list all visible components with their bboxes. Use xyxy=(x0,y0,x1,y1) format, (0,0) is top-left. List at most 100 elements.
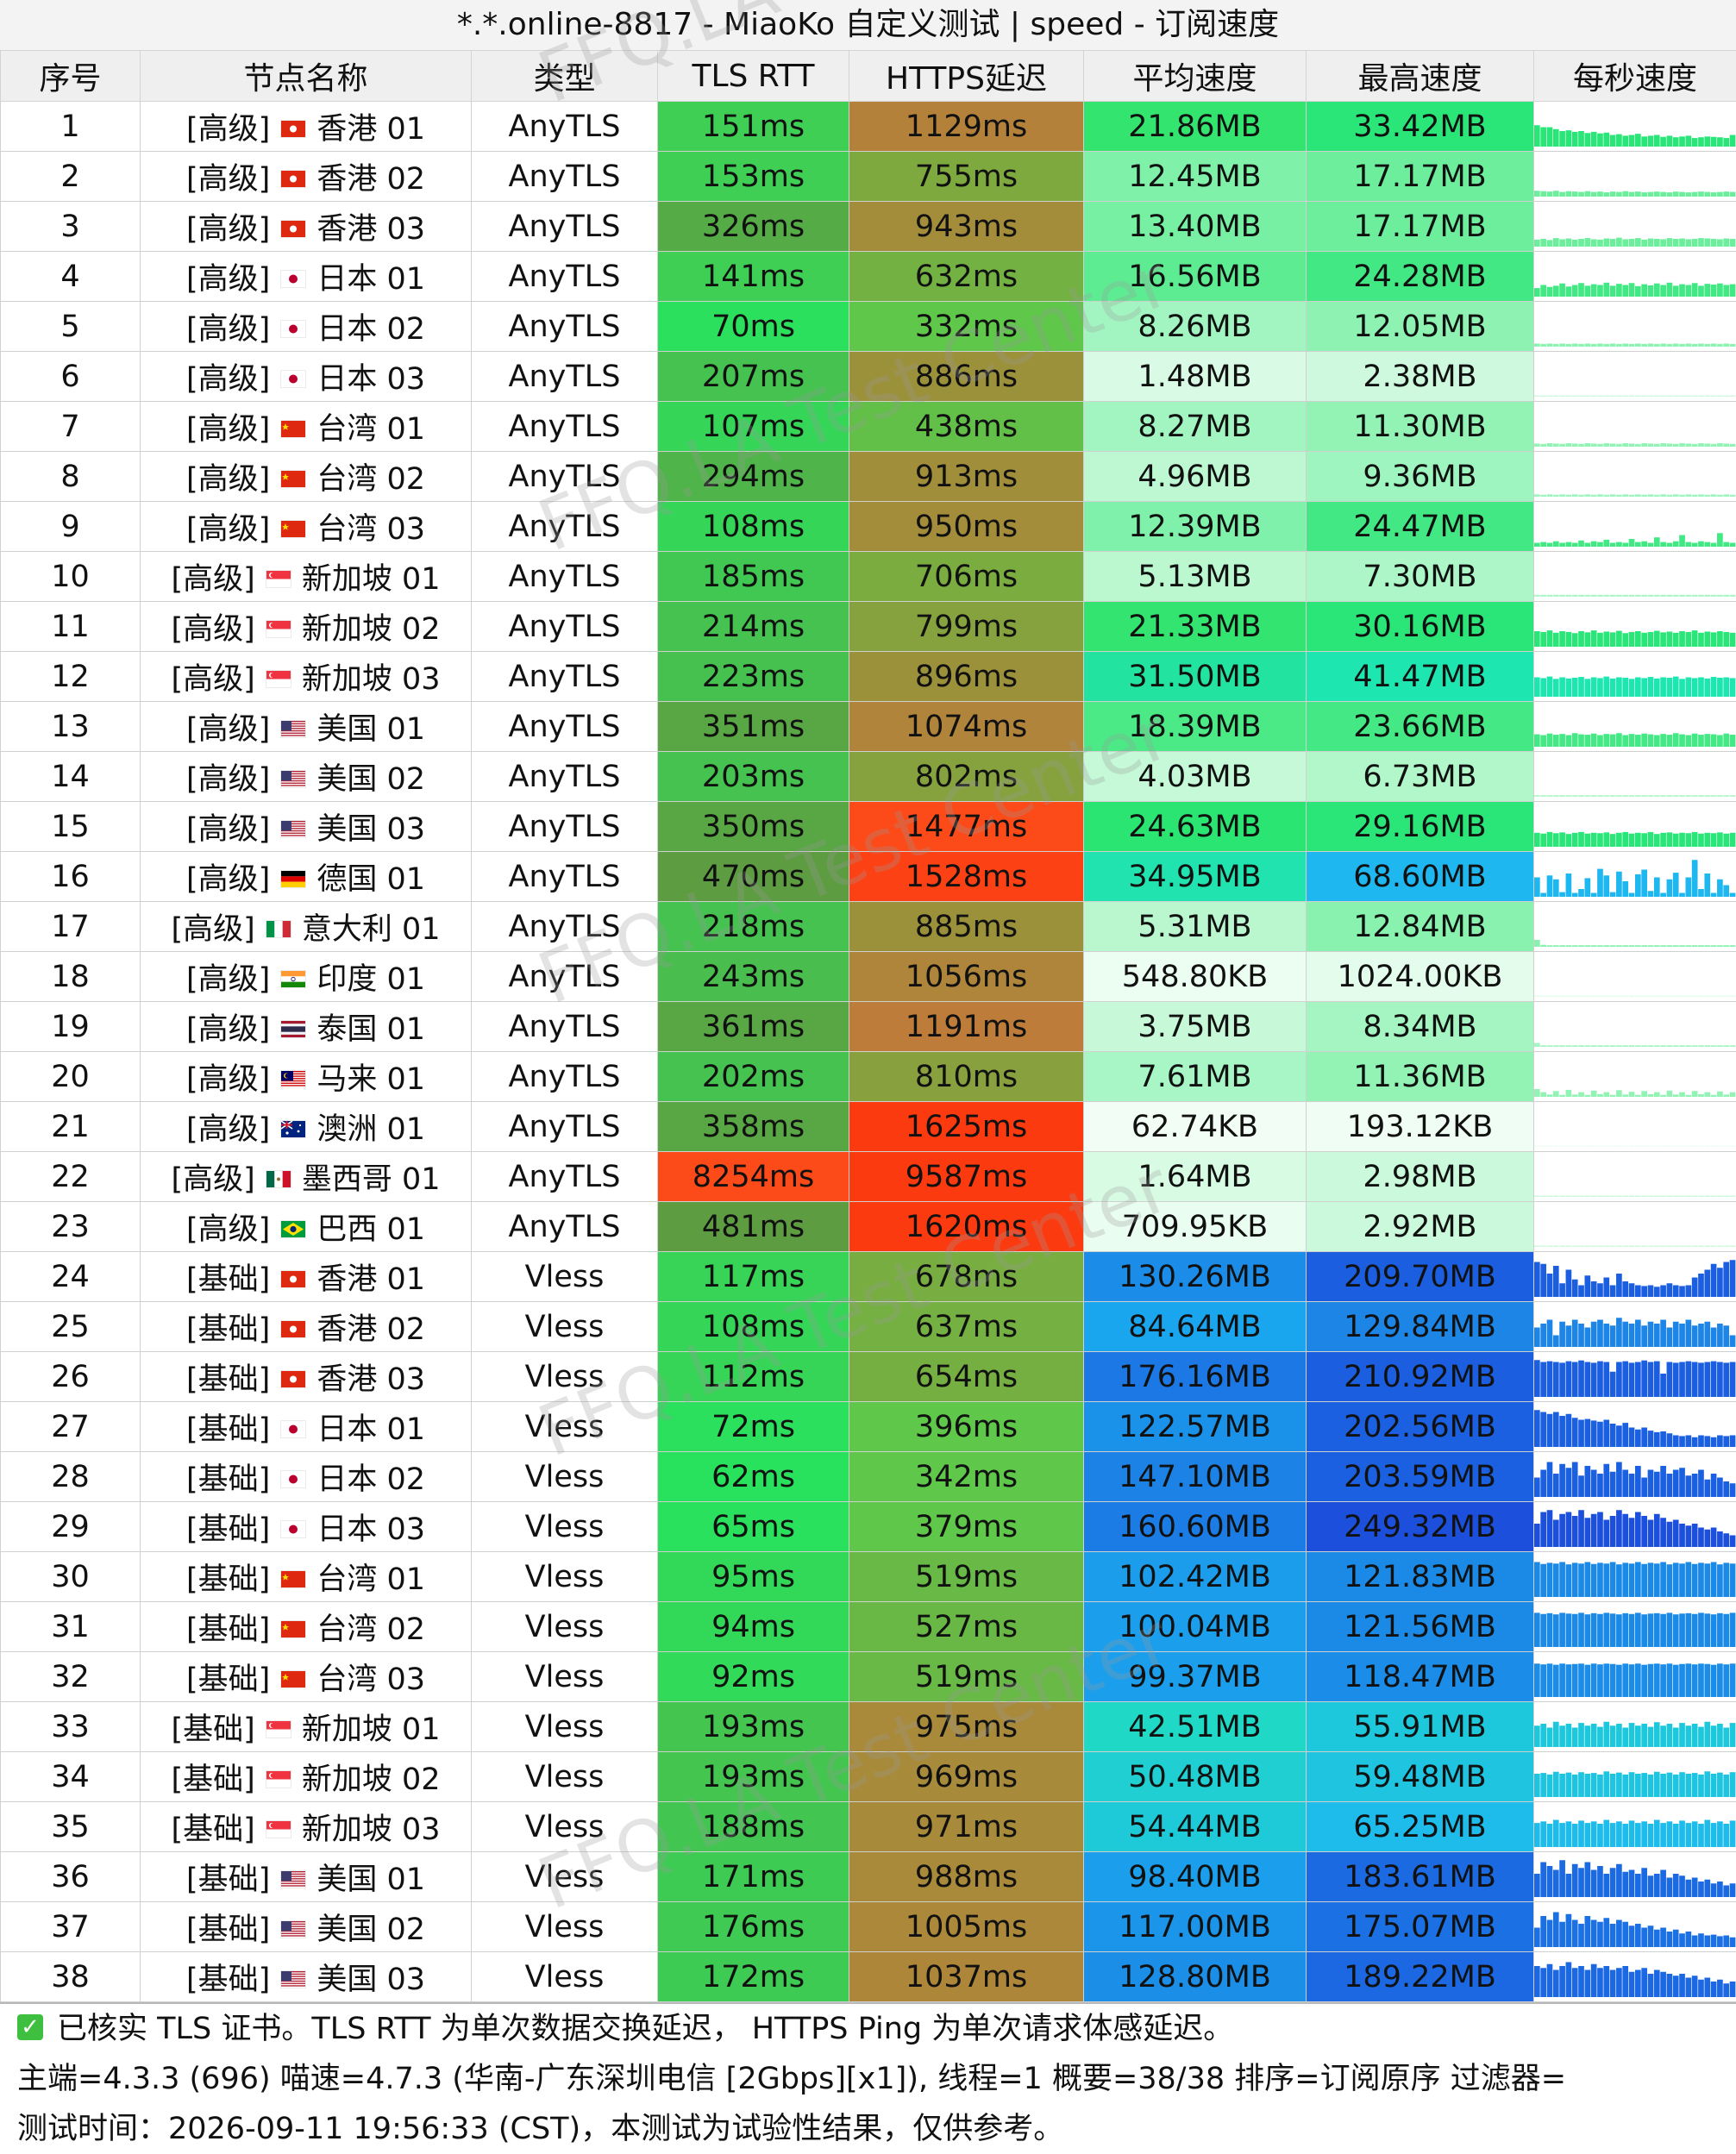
speed-bar xyxy=(1723,285,1729,297)
speed-bar xyxy=(1635,396,1641,398)
col-header-https-latency[interactable]: HTTPS延迟 xyxy=(849,51,1084,102)
speed-sparkline xyxy=(1534,606,1736,647)
node-tier: [高级] xyxy=(172,912,255,947)
speed-bar xyxy=(1660,595,1666,597)
speed-bar xyxy=(1578,832,1584,847)
speed-bar xyxy=(1717,1531,1723,1547)
speed-bar xyxy=(1673,1094,1679,1097)
cell-node-name: [高级]巴西 01 xyxy=(141,1202,472,1252)
speed-bar xyxy=(1566,1325,1572,1347)
speed-bar xyxy=(1686,1562,1692,1598)
speed-bar xyxy=(1610,1823,1616,1847)
speed-bar xyxy=(1572,1146,1578,1148)
speed-bar xyxy=(1654,945,1660,947)
speed-bar xyxy=(1648,677,1654,697)
speed-bar xyxy=(1641,396,1647,398)
speed-bar xyxy=(1711,1095,1717,1097)
speed-sparkline xyxy=(1534,1756,1736,1797)
col-header-type[interactable]: 类型 xyxy=(472,51,658,102)
speed-bar xyxy=(1641,1614,1647,1647)
node-name: 新加坡 01 xyxy=(302,1713,441,1747)
speed-bar xyxy=(1597,678,1603,697)
speed-bar xyxy=(1578,1510,1584,1547)
cell-avg-speed: 176.16MB xyxy=(1084,1352,1307,1402)
speed-bar xyxy=(1673,1976,1679,1997)
col-header-tls-rtt[interactable]: TLS RTT xyxy=(658,51,849,102)
speed-bar xyxy=(1648,1613,1654,1647)
speed-sparkline xyxy=(1534,106,1736,147)
speed-bar xyxy=(1534,443,1540,447)
cell-tls-rtt: 151ms xyxy=(658,102,849,152)
speed-sparkline xyxy=(1534,206,1736,247)
speed-bar xyxy=(1654,284,1660,297)
col-header-node-name[interactable]: 节点名称 xyxy=(141,51,472,102)
speed-bar xyxy=(1692,543,1698,548)
speed-bar xyxy=(1547,1414,1553,1447)
node-tier: [高级] xyxy=(186,1062,270,1097)
speed-bar xyxy=(1660,1870,1666,1898)
speed-bar xyxy=(1679,893,1685,898)
speed-bar xyxy=(1686,996,1692,998)
speed-bar xyxy=(1648,1431,1654,1447)
speed-bar xyxy=(1692,678,1698,697)
speed-bar xyxy=(1717,443,1723,447)
speed-bar xyxy=(1622,832,1628,847)
col-header-index[interactable]: 序号 xyxy=(1,51,141,102)
speed-bar xyxy=(1641,678,1647,697)
speed-bar xyxy=(1559,1146,1565,1148)
speed-bar xyxy=(1559,1922,1565,1947)
speed-bar xyxy=(1704,1246,1710,1248)
col-header-max-speed[interactable]: 最高速度 xyxy=(1307,51,1534,102)
cell-max-speed: 2.92MB xyxy=(1307,1202,1534,1252)
col-header-per-second-speed[interactable]: 每秒速度 xyxy=(1534,51,1736,102)
cell-per-second-speed xyxy=(1534,602,1736,652)
speed-bar xyxy=(1667,1283,1673,1297)
speed-bar xyxy=(1572,795,1578,797)
cell-node-name: [高级]台湾 01 xyxy=(141,402,472,452)
speed-bar xyxy=(1578,444,1584,447)
speed-bar xyxy=(1673,873,1679,897)
header-row: 序号 节点名称 类型 TLS RTT HTTPS延迟 平均速度 最高速度 每秒速… xyxy=(1,51,1736,102)
speed-bar xyxy=(1566,344,1572,347)
col-header-avg-speed[interactable]: 平均速度 xyxy=(1084,51,1307,102)
speed-bar xyxy=(1572,833,1578,847)
